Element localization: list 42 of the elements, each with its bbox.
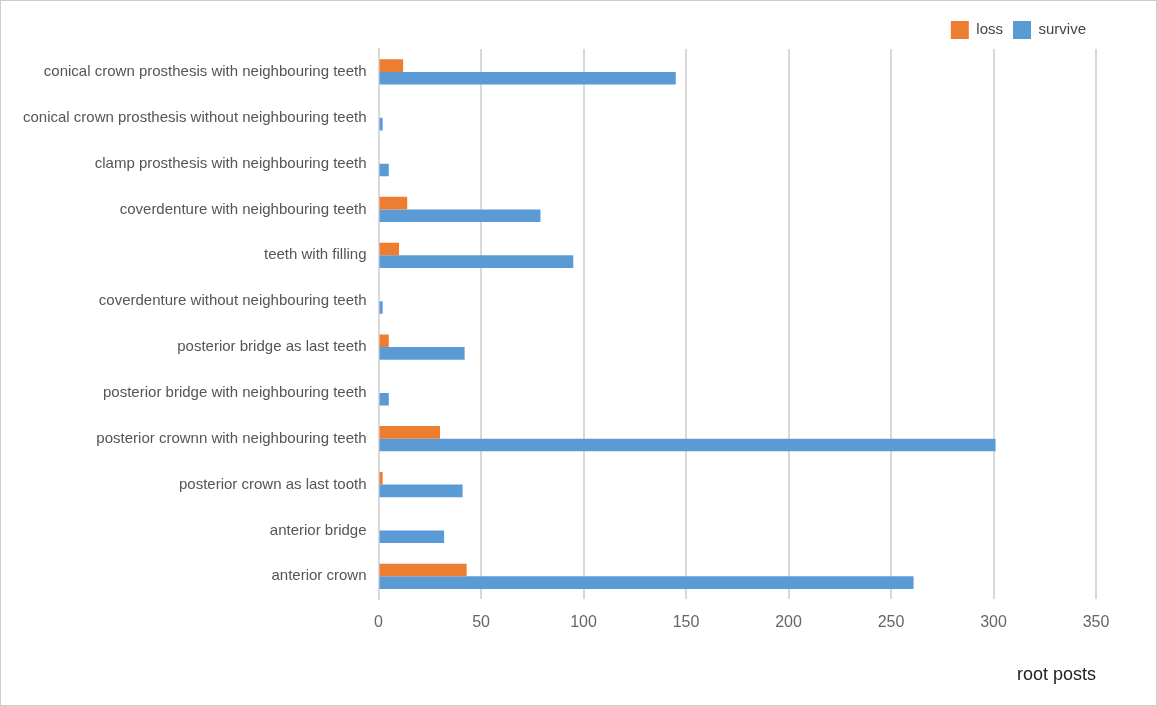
y-tick-label: coverdenture without neighbouring teeth	[98, 291, 367, 309]
x-tick-label: 300	[980, 613, 1007, 631]
y-tick-label: posterior crownn with neighbouring teeth	[96, 428, 367, 446]
bar	[379, 196, 408, 210]
legend-label: loss	[976, 20, 1003, 38]
y-tick-label: posterior bridge as last teeth	[177, 337, 367, 355]
x-tick-label: 250	[877, 613, 905, 631]
y-tick-label: coverdenture with neighbouring teeth	[119, 199, 367, 217]
bar	[379, 426, 441, 439]
y-tick-label: conical crown prosthesis with neighbouring teeth	[43, 62, 367, 80]
bar	[379, 117, 383, 131]
bar	[379, 209, 541, 223]
y-tick-label: teeth with filling	[263, 245, 367, 263]
bar	[379, 301, 383, 314]
x-tick-label: 150	[672, 613, 700, 631]
bar	[379, 334, 389, 348]
legend-label: survive	[1038, 20, 1086, 38]
bar	[379, 438, 996, 452]
bar	[379, 163, 389, 177]
bar	[379, 392, 389, 406]
y-tick-label: posterior bridge with neighbouring teeth	[103, 383, 367, 401]
x-axis-title: root posts	[1016, 664, 1096, 685]
bar	[379, 563, 467, 577]
y-tick-label: conical crown prosthesis without neighbouring teeth	[22, 107, 367, 125]
x-tick-label: 100	[570, 613, 597, 631]
bar	[379, 471, 383, 485]
x-tick-label: 50	[472, 613, 491, 631]
y-tick-label: clamp prosthesis with neighbouring teeth	[94, 153, 367, 171]
bar	[379, 347, 465, 360]
y-tick-label: anterior bridge	[269, 520, 367, 538]
bar	[379, 530, 445, 544]
bar	[379, 576, 914, 589]
x-tick-label: 0	[374, 613, 384, 631]
y-tick-label: posterior crown as last tooth	[178, 474, 367, 492]
bar	[379, 255, 574, 268]
bar	[379, 484, 463, 498]
x-tick-label: 350	[1082, 613, 1110, 631]
bar	[379, 242, 400, 256]
x-tick-label: 200	[775, 613, 802, 631]
bar	[379, 59, 404, 72]
bar	[379, 71, 676, 85]
y-tick-label: anterior crown	[271, 566, 367, 584]
